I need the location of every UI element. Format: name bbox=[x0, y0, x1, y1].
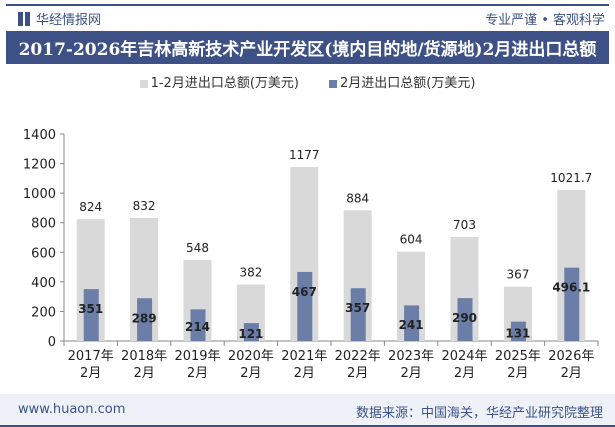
x-tick-label: 2023年 bbox=[388, 349, 434, 364]
data-label-series1: 548 bbox=[186, 241, 209, 255]
data-label-series2: 290 bbox=[452, 311, 477, 325]
slogan: 专业严谨 • 客观科学 bbox=[485, 13, 605, 28]
data-label-series2: 496.1 bbox=[552, 281, 590, 295]
y-tick-label: 800 bbox=[31, 217, 56, 232]
bar-series2 bbox=[564, 267, 580, 341]
x-tick-label: 2月 bbox=[80, 366, 101, 381]
data-label-series2: 131 bbox=[505, 326, 530, 340]
data-source: 数据来源：中国海关，华经产业研究院整理 bbox=[355, 406, 603, 421]
x-tick-label: 2018年 bbox=[121, 349, 167, 364]
website: www.huaon.com bbox=[18, 402, 126, 417]
brand: 华经情报网 bbox=[18, 9, 101, 28]
x-tick-label: 2月 bbox=[240, 366, 261, 381]
data-label-series2: 351 bbox=[78, 302, 103, 316]
data-label-series1: 604 bbox=[400, 233, 423, 247]
x-tick-label: 2021年 bbox=[281, 349, 327, 364]
bar-series2 bbox=[243, 323, 259, 341]
data-label-series2: 214 bbox=[185, 320, 210, 334]
x-tick-label: 2019年 bbox=[174, 349, 220, 364]
bar-series2 bbox=[190, 309, 206, 341]
y-tick-label: 1000 bbox=[23, 187, 56, 202]
y-tick-label: 1400 bbox=[23, 128, 56, 143]
data-label-series1: 703 bbox=[453, 218, 476, 232]
bar-series2 bbox=[404, 305, 420, 341]
x-tick-label: 2024年 bbox=[441, 349, 487, 364]
chart-title: 2017-2026年吉林高新技术产业开发区(境内目的地/货源地)2月进出口总额 bbox=[6, 31, 609, 64]
bar-series2 bbox=[510, 321, 526, 341]
x-tick-label: 2月 bbox=[347, 366, 368, 381]
data-label-series1: 1021.7 bbox=[550, 171, 592, 185]
x-tick-label: 2月 bbox=[187, 366, 208, 381]
x-tick-label: 2月 bbox=[454, 366, 475, 381]
x-tick-label: 2月 bbox=[561, 366, 582, 381]
data-label-series1: 884 bbox=[346, 191, 369, 205]
x-tick-label: 2月 bbox=[133, 366, 154, 381]
x-tick-label: 2026年 bbox=[548, 349, 594, 364]
brand-name: 华经情报网 bbox=[36, 13, 102, 28]
x-tick-label: 2017年 bbox=[68, 349, 114, 364]
x-tick-label: 2025年 bbox=[495, 349, 541, 364]
x-tick-label: 2022年 bbox=[335, 349, 381, 364]
data-label-series1: 832 bbox=[133, 199, 156, 213]
top-line bbox=[6, 4, 609, 6]
data-label-series1: 367 bbox=[506, 268, 529, 282]
x-tick-label: 2月 bbox=[400, 366, 421, 381]
bar-series2 bbox=[83, 289, 99, 341]
x-tick-label: 2月 bbox=[294, 366, 315, 381]
logo-icon bbox=[18, 11, 30, 26]
legend: 1-2月进出口总额(万美元) 2月进出口总额(万美元) bbox=[0, 72, 615, 91]
x-tick-label: 2020年 bbox=[228, 349, 274, 364]
data-label-series1: 382 bbox=[239, 266, 262, 280]
y-tick-label: 1200 bbox=[23, 158, 56, 173]
y-tick-label: 0 bbox=[48, 335, 56, 350]
data-label-series2: 357 bbox=[345, 301, 370, 315]
data-label-series2: 467 bbox=[292, 285, 317, 299]
x-tick-label: 2月 bbox=[507, 366, 528, 381]
bar-chart: 0 200 400 600 800 1000 1200 1400 824 351 2017年 2月 83… bbox=[23, 128, 599, 381]
y-tick-label: 400 bbox=[31, 276, 56, 291]
legend-item-series1: 1-2月进出口总额(万美元) bbox=[139, 72, 299, 91]
bar-series2 bbox=[350, 288, 366, 341]
data-label-series2: 121 bbox=[238, 327, 263, 341]
legend-item-series2: 2月进出口总额(万美元) bbox=[328, 72, 475, 91]
bar-series2 bbox=[137, 298, 153, 341]
data-label-series2: 289 bbox=[132, 311, 157, 325]
bar-series2 bbox=[457, 298, 473, 341]
y-tick-label: 200 bbox=[31, 305, 56, 320]
data-label-series1: 1177 bbox=[289, 148, 320, 162]
data-label-series2: 241 bbox=[399, 318, 424, 332]
data-label-series1: 824 bbox=[79, 200, 102, 214]
footer: www.huaon.com 数据来源：中国海关，华经产业研究院整理 bbox=[0, 394, 615, 427]
y-tick-label: 600 bbox=[31, 246, 56, 261]
bar-series2 bbox=[297, 271, 313, 341]
